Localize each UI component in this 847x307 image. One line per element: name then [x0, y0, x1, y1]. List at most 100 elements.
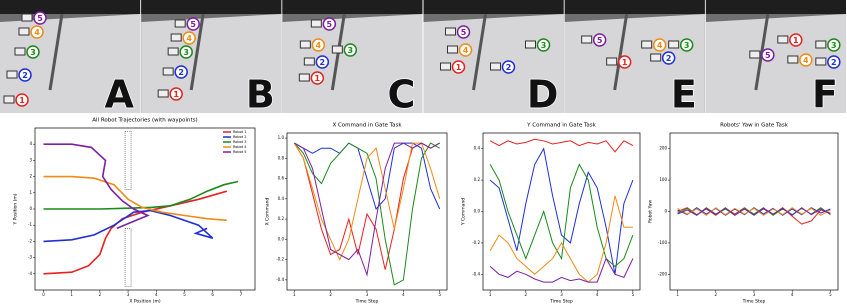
y-tick-label: 1	[29, 190, 32, 195]
robot-number: 2	[666, 54, 672, 63]
robot-number: 4	[34, 28, 40, 37]
y-tick-label: 0	[29, 206, 32, 211]
robot-marker	[315, 55, 330, 69]
floor	[0, 14, 141, 113]
series-line	[293, 142, 441, 261]
robot-number: 3	[183, 48, 189, 57]
robot	[167, 47, 179, 56]
y-tick-label: 3	[29, 157, 32, 162]
sim-panel: 1 2 3 4 5 B	[141, 0, 282, 117]
series-line	[489, 163, 634, 268]
series-line	[293, 142, 440, 270]
series-line	[489, 257, 634, 283]
series-line	[294, 142, 440, 277]
y-tick-label: -0.4	[472, 271, 480, 276]
y-tick-label: -4	[28, 271, 32, 276]
x-tick-label: 1	[70, 292, 73, 297]
x-axis-label: Time Step	[742, 299, 766, 305]
robot	[162, 67, 174, 76]
robot	[815, 40, 827, 49]
x-tick-label: 2	[715, 292, 718, 297]
legend-label: Robot 1	[233, 130, 247, 134]
x-tick-label: 3	[560, 292, 563, 297]
robot-number: 4	[657, 41, 663, 50]
robot-marker	[310, 71, 325, 85]
series-line	[677, 207, 831, 216]
y-tick-label: 0.0	[474, 209, 481, 214]
gate-wall	[124, 130, 132, 190]
y-tick-label: 100	[659, 177, 667, 182]
robot	[18, 27, 30, 36]
x-tick-label: 1	[489, 292, 492, 297]
robot-number: 2	[320, 58, 326, 67]
legend-label: Robot 2	[233, 135, 247, 139]
sim-panel: 1 2 3 4 5 F	[705, 0, 846, 117]
robot-number: 5	[597, 36, 603, 45]
series-line	[43, 175, 227, 222]
robot	[3, 95, 15, 104]
legend-label: Robot 3	[233, 140, 247, 144]
robot-marker	[169, 87, 183, 101]
robot-number: 5	[37, 14, 43, 23]
robot-number: 4	[186, 34, 192, 43]
robot-marker	[501, 60, 516, 74]
x-tick-label: 5	[632, 292, 635, 297]
x-tick-label: 1	[676, 292, 679, 297]
panel-label: C	[388, 73, 416, 117]
x-tick-label: 4	[155, 292, 158, 297]
robot	[14, 47, 26, 56]
series-line	[677, 207, 831, 216]
robot-marker	[322, 17, 337, 31]
y-tick-label: -200	[658, 271, 668, 276]
robot-marker	[827, 38, 841, 52]
robot-marker	[451, 60, 466, 74]
series-line	[489, 147, 634, 275]
robot-number: 1	[793, 36, 799, 45]
robot-number: 2	[831, 58, 837, 67]
panel-top	[423, 0, 564, 14]
y-tick-label: 0.6	[278, 176, 285, 181]
y-tick-label: 0	[664, 209, 667, 214]
y-axis-label: X Command	[265, 198, 271, 226]
robot	[310, 19, 322, 28]
panel-top	[0, 0, 141, 14]
y-tick-label: -3	[28, 255, 32, 260]
y-tick-label: -0.2	[472, 240, 480, 245]
x-tick-label: 4	[596, 292, 599, 297]
panel-top	[282, 0, 423, 14]
robot-number: 1	[622, 58, 628, 67]
panel-label: E	[671, 73, 697, 117]
y-tick-label: 0.4	[278, 196, 285, 201]
gate-wall	[124, 228, 132, 288]
x-tick-label: 0	[42, 292, 45, 297]
robot-marker	[343, 43, 358, 57]
x-tick-label: 5	[183, 292, 186, 297]
y-tick-label: 2	[29, 174, 32, 179]
legend-label: Robot 4	[233, 145, 247, 149]
series-line	[489, 195, 633, 283]
sim-panel: 1 2 3 4 5 C	[282, 0, 423, 117]
robot	[749, 50, 761, 59]
x-tick-label: 1	[293, 292, 296, 297]
y-tick-label: -0.4	[276, 277, 284, 282]
robot-number: 3	[541, 41, 547, 50]
x-axis-label: Time Step	[549, 299, 573, 305]
robot-number: 5	[765, 51, 771, 60]
series-line	[43, 143, 150, 230]
series-line	[294, 142, 441, 211]
robot	[303, 57, 315, 66]
robot-marker	[182, 31, 196, 45]
robot-marker	[761, 48, 775, 62]
robot-number: 1	[19, 96, 25, 105]
chart-title: X Command in Gate Task	[332, 123, 402, 129]
robot-marker	[33, 11, 47, 25]
panel-label: B	[246, 73, 275, 117]
plot-area	[669, 132, 839, 291]
robot	[668, 40, 680, 49]
robot	[581, 35, 593, 44]
legend-label: Robot 5	[233, 150, 247, 154]
robot	[815, 57, 827, 66]
robot-number: 5	[190, 20, 196, 29]
series-line	[43, 180, 239, 210]
robot	[440, 62, 451, 71]
